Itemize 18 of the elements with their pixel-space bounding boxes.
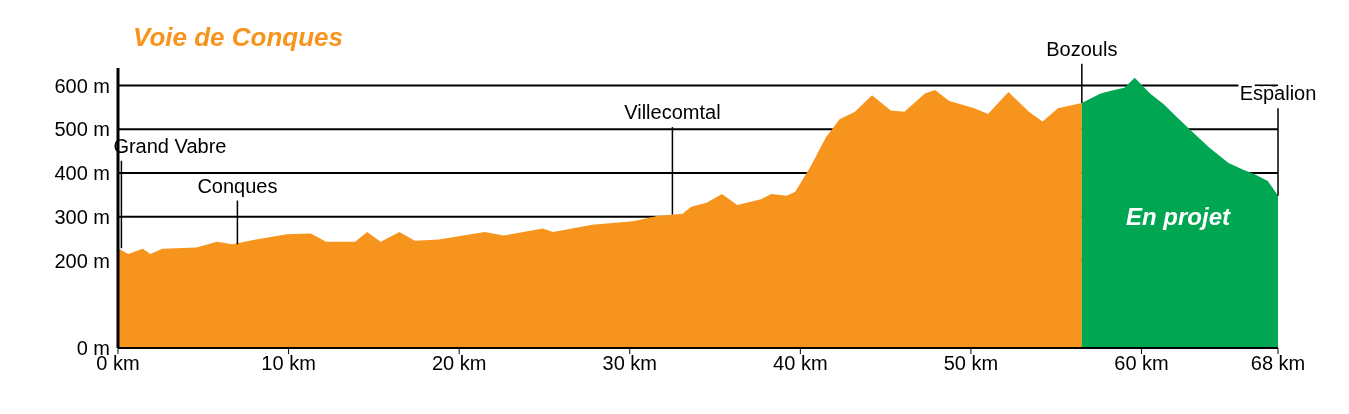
annotation: Villecomtal	[624, 101, 721, 124]
y-tick-label: 600 m	[54, 74, 110, 97]
x-tick-label: 30 km	[602, 352, 657, 375]
annotation: Espalion	[1239, 82, 1317, 105]
x-tick-label: 60 km	[1114, 352, 1169, 375]
x-tick-label: 20 km	[431, 352, 487, 375]
x-tick-label: 10 km	[261, 352, 316, 375]
annotation: Bozouls	[1046, 37, 1118, 60]
annotation: Conques	[197, 174, 278, 197]
y-tick-label: 400 m	[54, 162, 110, 185]
x-tick-label: 50 km	[943, 352, 999, 375]
y-tick-label: 300 m	[54, 205, 110, 228]
x-tick-label: 68 km	[1250, 352, 1306, 375]
y-tick-label: 500 m	[54, 118, 110, 141]
chart-title: Voie de Conques	[133, 22, 343, 53]
y-tick-label: 200 m	[54, 249, 110, 272]
x-tick-label: 40 km	[773, 352, 828, 375]
annotation: En projet	[1126, 203, 1231, 231]
